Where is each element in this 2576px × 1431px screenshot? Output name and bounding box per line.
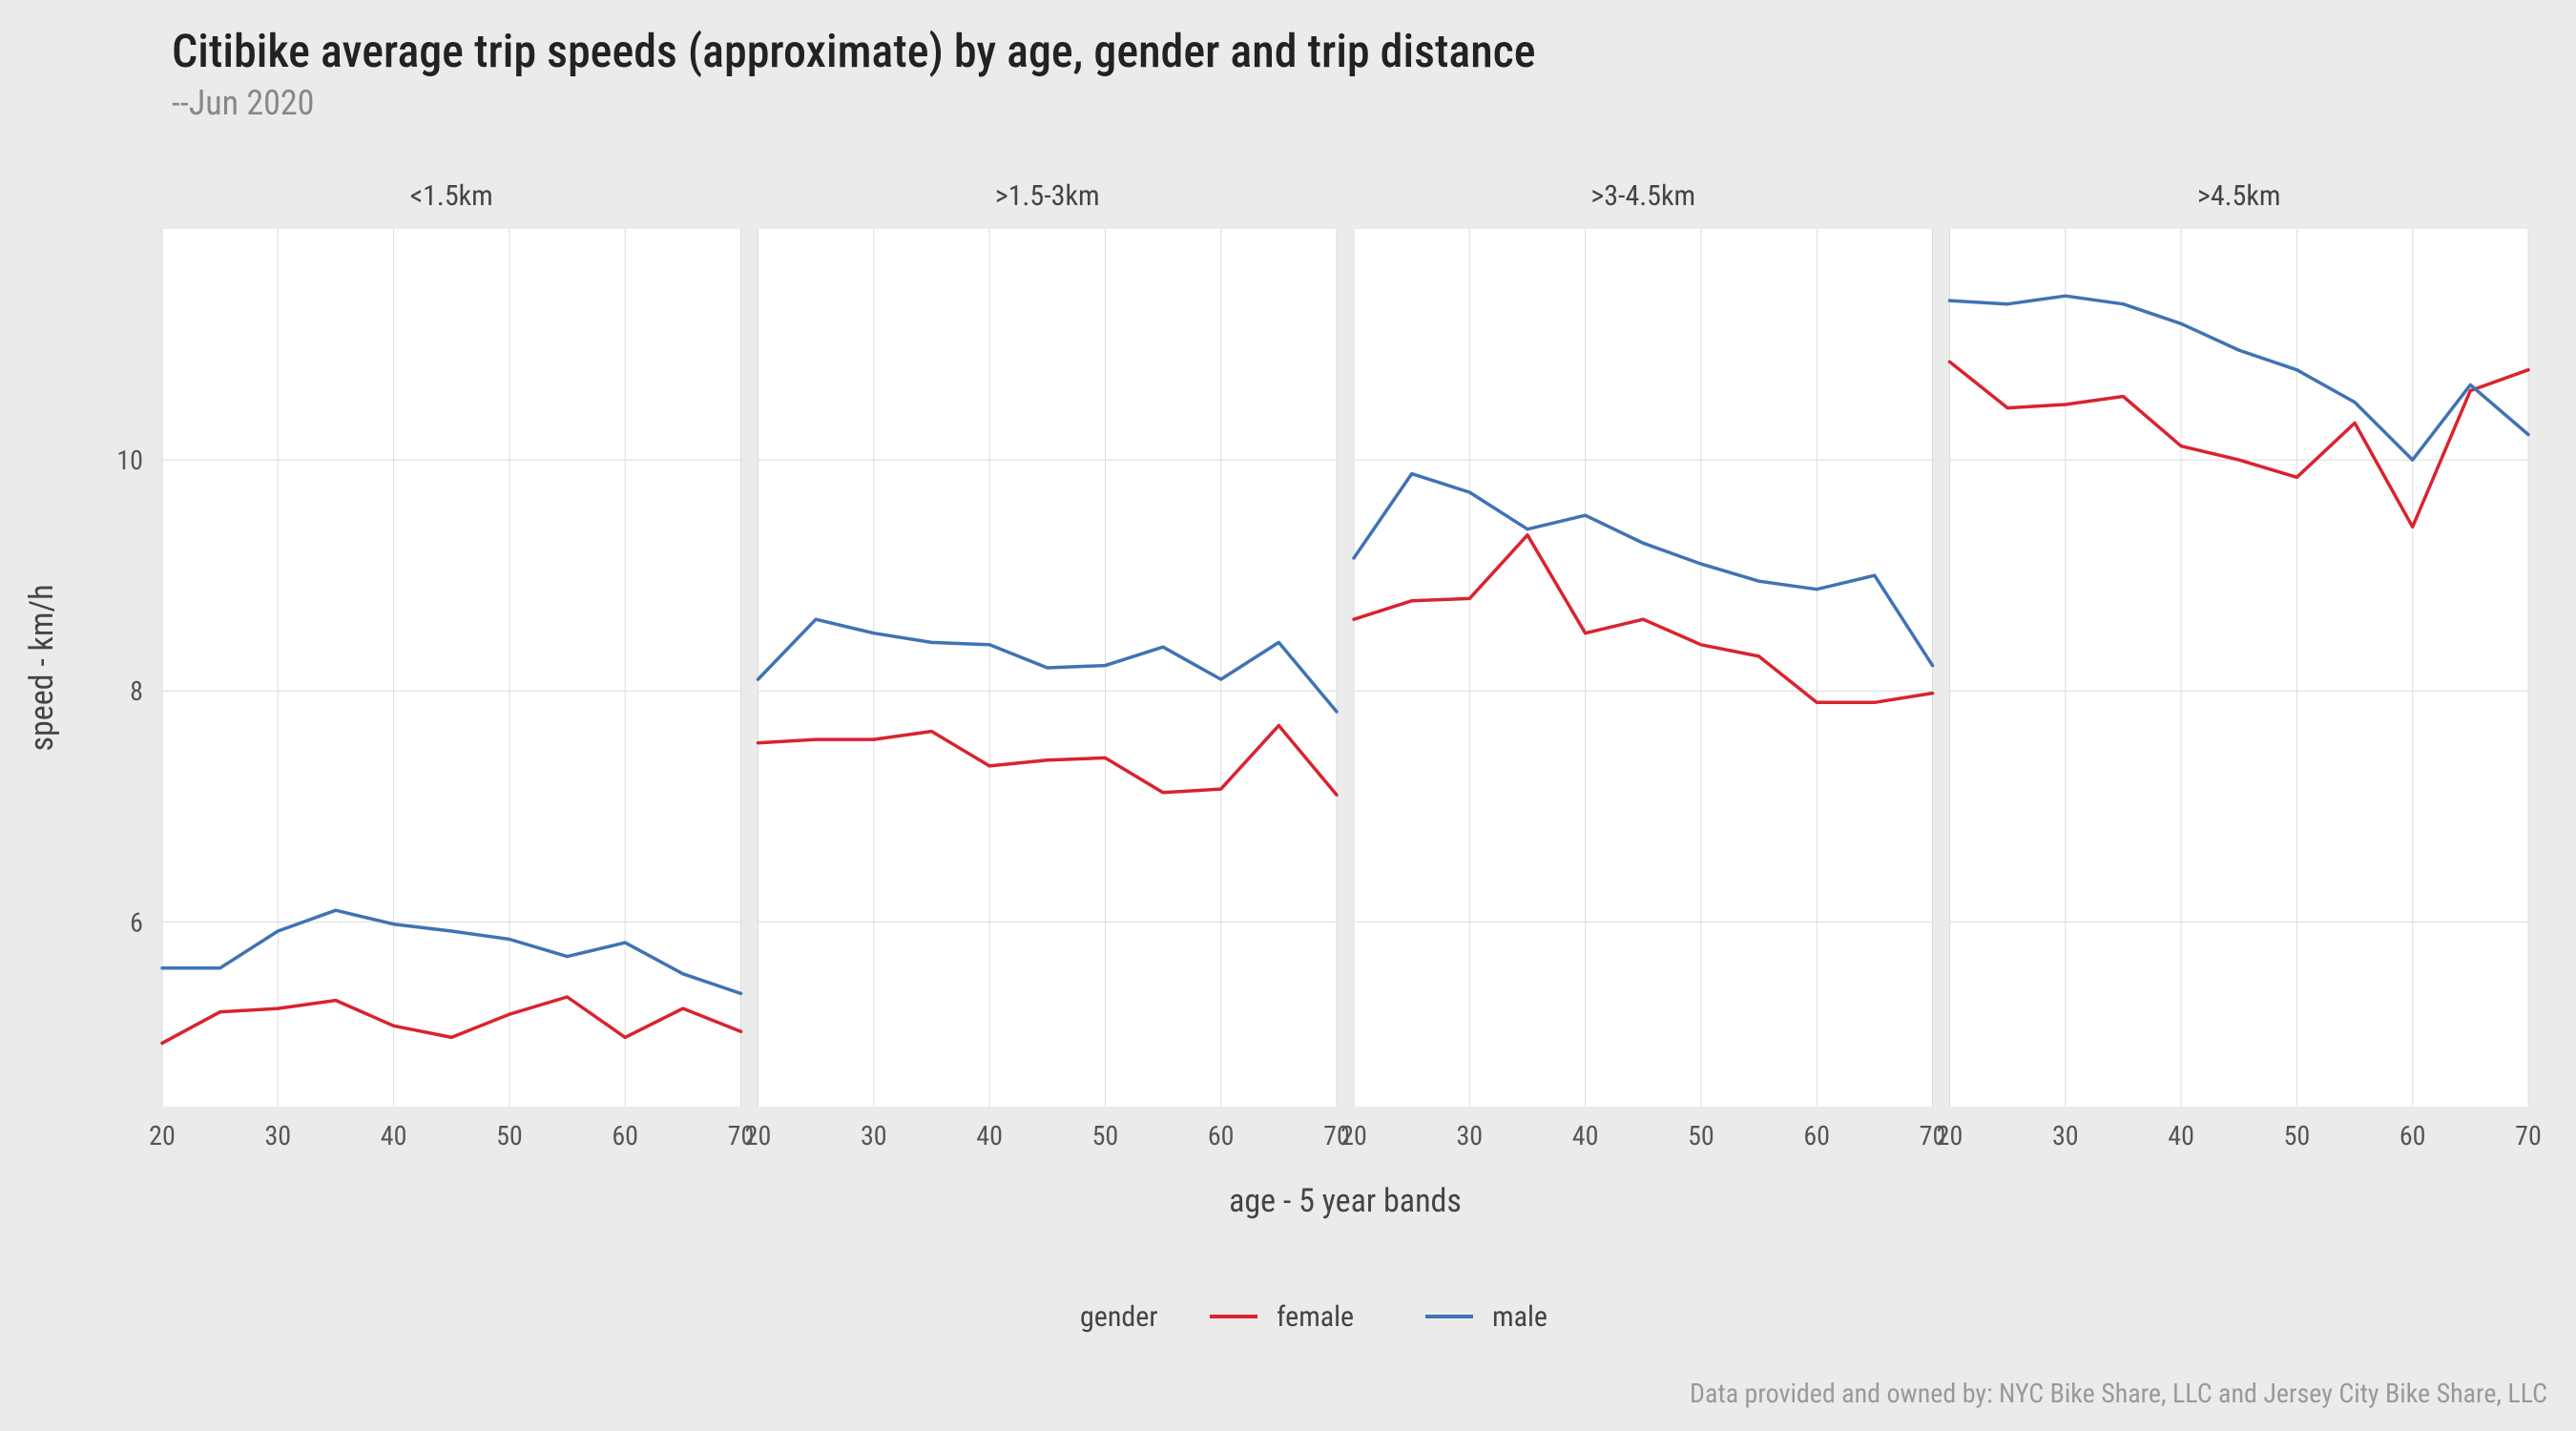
facet-panel — [1354, 229, 1933, 1107]
x-tick-label: 20 — [1937, 1120, 1963, 1151]
x-tick-label: 40 — [976, 1120, 1003, 1151]
y-axis-label: speed - km/h — [23, 584, 61, 751]
x-tick-label: 60 — [2399, 1120, 2426, 1151]
x-tick-label: 20 — [1340, 1120, 1367, 1151]
facet-panel — [162, 229, 741, 1107]
x-tick-label: 70 — [2515, 1120, 2542, 1151]
legend-label: gender — [1080, 1300, 1157, 1334]
x-tick-label: 50 — [2284, 1120, 2311, 1151]
y-tick-label: 6 — [130, 906, 143, 938]
x-tick-label: 60 — [1208, 1120, 1235, 1151]
y-tick-label: 10 — [116, 445, 143, 476]
legend-label: female — [1277, 1300, 1354, 1334]
legend-label: male — [1492, 1300, 1548, 1334]
chart-container: Citibike average trip speeds (approximat… — [0, 0, 2576, 1431]
x-tick-label: 60 — [612, 1120, 638, 1151]
facet-label: >4.5km — [2197, 179, 2280, 213]
x-tick-label: 30 — [2052, 1120, 2079, 1151]
chart-caption: Data provided and owned by: NYC Bike Sha… — [1690, 1378, 2547, 1409]
x-tick-label: 20 — [149, 1120, 176, 1151]
chart-subtitle: --Jun 2020 — [172, 83, 314, 123]
x-tick-label: 40 — [2168, 1120, 2194, 1151]
x-tick-label: 50 — [496, 1120, 523, 1151]
x-tick-label: 40 — [381, 1120, 407, 1151]
y-tick-label: 8 — [130, 675, 143, 707]
x-tick-label: 60 — [1803, 1120, 1830, 1151]
facet-label: >1.5-3km — [995, 179, 1100, 213]
x-tick-label: 30 — [1456, 1120, 1483, 1151]
x-tick-label: 40 — [1572, 1120, 1599, 1151]
chart-title: Citibike average trip speeds (approximat… — [172, 24, 1536, 78]
facet-panel — [1950, 229, 2529, 1107]
x-tick-label: 30 — [264, 1120, 291, 1151]
x-tick-label: 50 — [1092, 1120, 1119, 1151]
facet-label: <1.5km — [410, 179, 493, 213]
x-tick-label: 50 — [1688, 1120, 1714, 1151]
x-tick-label: 20 — [745, 1120, 772, 1151]
facet-label: >3-4.5km — [1590, 179, 1695, 213]
chart-svg: Citibike average trip speeds (approximat… — [0, 0, 2576, 1431]
x-axis-label: age - 5 year bands — [1229, 1182, 1462, 1220]
x-tick-label: 30 — [861, 1120, 887, 1151]
